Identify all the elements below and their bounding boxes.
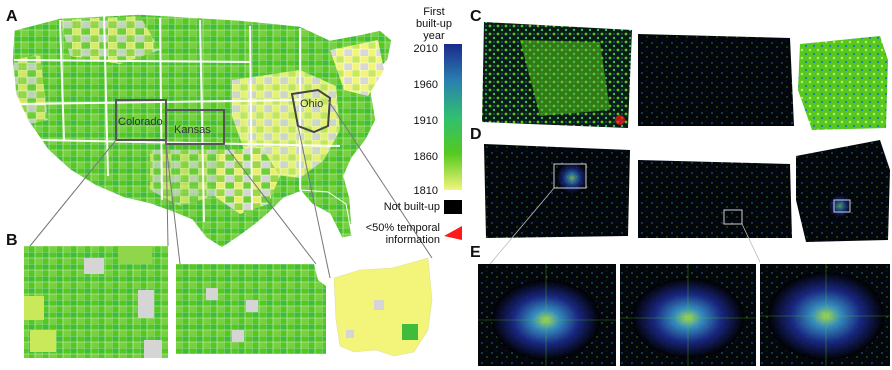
inset-connectors	[489, 187, 761, 265]
state-label-colorado: Colorado	[118, 116, 163, 128]
panel-e-city-zooms	[478, 264, 890, 366]
ohio-zoom-map	[333, 257, 433, 357]
us-county-map	[11, 13, 393, 249]
panel-letter-d: D	[470, 126, 482, 143]
kansas-outline	[165, 109, 225, 145]
panel-letter-c: C	[470, 8, 482, 25]
legend-title: First built-up year	[415, 6, 453, 42]
color-legend	[444, 44, 462, 240]
panel-letter-b: B	[6, 232, 18, 249]
panel-c-maps	[482, 22, 888, 130]
temporal-swatch	[444, 226, 462, 240]
legend-tick-1860: 1860	[413, 151, 438, 163]
legend-temporal-label: <50% temporal information	[365, 222, 440, 246]
legend-tick-2010: 2010	[413, 43, 438, 55]
colorado-zoom-map	[24, 246, 168, 358]
not-built-swatch	[444, 200, 462, 214]
colorado-inset-box	[553, 163, 587, 189]
kansas-inset-box	[723, 209, 743, 225]
legend-tick-1910: 1910	[413, 115, 438, 127]
zoom-connector-lines	[29, 99, 433, 279]
panel-letter-a: A	[6, 8, 18, 25]
panel-d-maps	[484, 140, 890, 242]
ohio-inset-box	[833, 199, 851, 213]
panel-letter-e: E	[470, 244, 481, 261]
legend-tick-1960: 1960	[413, 79, 438, 91]
state-label-kansas: Kansas	[174, 124, 211, 136]
legend-tick-1810: 1810	[413, 185, 438, 197]
kansas-zoom-map	[176, 264, 326, 354]
legend-colorbar	[444, 44, 462, 190]
state-label-ohio: Ohio	[300, 98, 324, 110]
legend-not-built-label: Not built-up	[383, 201, 440, 213]
